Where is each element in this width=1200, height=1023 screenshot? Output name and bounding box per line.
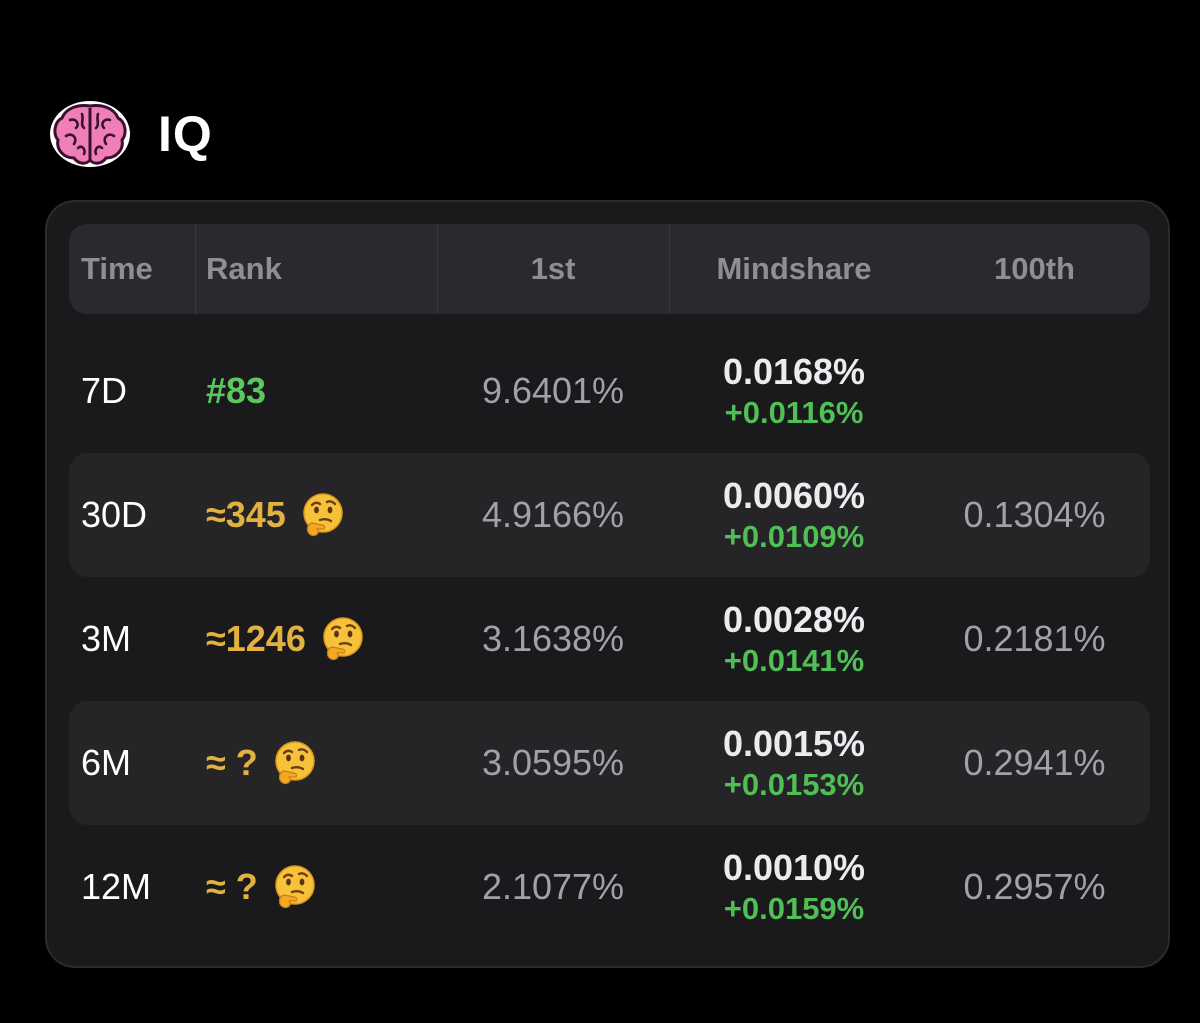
rank-cell: ≈ ? — [206, 701, 446, 825]
first-cell: 4.9166% — [481, 494, 625, 535]
table-row: 3M ≈1246 3.1638% 0.0028% +0.0141% 0.2181… — [69, 577, 1150, 701]
time-cell: 30D — [81, 494, 148, 535]
thinking-face-icon — [272, 864, 318, 910]
header-mindshare: Mindshare — [716, 251, 872, 286]
rank-cell: #83 — [206, 329, 446, 453]
rank-value: ≈ ? — [206, 742, 258, 783]
table-row: 7D #83 9.6401% 0.0168% +0.0116% — [69, 329, 1150, 453]
mindshare-value: 0.0168% — [722, 351, 866, 392]
table-row: 6M ≈ ? 3.0595% 0.0015% +0.0153% 0.2941% — [69, 701, 1150, 825]
page-header: IQ — [48, 96, 213, 172]
rank-cell: ≈1246 — [206, 577, 446, 701]
table-row: 12M ≈ ? 2.1077% 0.0010% +0.0159% 0.2957% — [69, 825, 1150, 949]
hundredth-cell: 0.2941% — [963, 742, 1106, 783]
header-divider — [195, 224, 196, 314]
header-first: 1st — [530, 251, 576, 286]
first-cell: 3.0595% — [481, 742, 625, 783]
mindshare-value: 0.0010% — [722, 847, 866, 888]
rank-value: ≈345 — [206, 494, 286, 535]
page-title: IQ — [158, 106, 213, 162]
table-row: 30D ≈345 4.9166% 0.0060% +0.0109% 0.1304… — [69, 453, 1150, 577]
time-cell: 6M — [81, 742, 132, 783]
mindshare-value: 0.0015% — [722, 723, 866, 764]
time-cell: 7D — [81, 370, 128, 411]
first-cell: 3.1638% — [481, 618, 625, 659]
mindshare-cell: 0.0060% +0.0109% — [669, 453, 919, 577]
header-rank: Rank — [206, 251, 282, 286]
mindshare-cell: 0.0028% +0.0141% — [669, 577, 919, 701]
rank-value: ≈1246 — [206, 618, 306, 659]
header-time: Time — [81, 251, 153, 286]
hundredth-cell — [919, 329, 1150, 453]
mindshare-change: +0.0159% — [723, 891, 865, 926]
thinking-face-icon — [320, 616, 366, 662]
mindshare-table-card: Time Rank 1st Mindshare 100th 7D #83 9.6… — [45, 200, 1170, 968]
thinking-face-icon — [272, 740, 318, 786]
hundredth-cell: 0.2957% — [963, 866, 1106, 907]
first-cell: 9.6401% — [481, 370, 625, 411]
header-divider — [437, 224, 438, 314]
time-cell: 12M — [81, 866, 152, 907]
rank-cell: ≈ ? — [206, 825, 446, 949]
mindshare-change: +0.0153% — [723, 767, 865, 802]
mindshare-cell: 0.0168% +0.0116% — [669, 329, 919, 453]
thinking-face-icon — [300, 492, 346, 538]
hundredth-cell: 0.1304% — [963, 494, 1106, 535]
mindshare-change: +0.0141% — [723, 643, 865, 678]
mindshare-change: +0.0109% — [723, 519, 865, 554]
rank-value: #83 — [206, 370, 267, 411]
header-divider — [669, 224, 670, 314]
mindshare-cell: 0.0010% +0.0159% — [669, 825, 919, 949]
time-cell: 3M — [81, 618, 132, 659]
first-cell: 2.1077% — [481, 866, 625, 907]
rank-value: ≈ ? — [206, 866, 258, 907]
header-hundredth: 100th — [994, 251, 1075, 286]
mindshare-value: 0.0028% — [722, 599, 866, 640]
rank-cell: ≈345 — [206, 453, 446, 577]
mindshare-value: 0.0060% — [722, 475, 866, 516]
mindshare-change: +0.0116% — [724, 395, 864, 430]
hundredth-cell: 0.2181% — [963, 618, 1106, 659]
mindshare-cell: 0.0015% +0.0153% — [669, 701, 919, 825]
table-header-row: Time Rank 1st Mindshare 100th — [69, 224, 1150, 314]
brain-icon — [48, 98, 132, 170]
